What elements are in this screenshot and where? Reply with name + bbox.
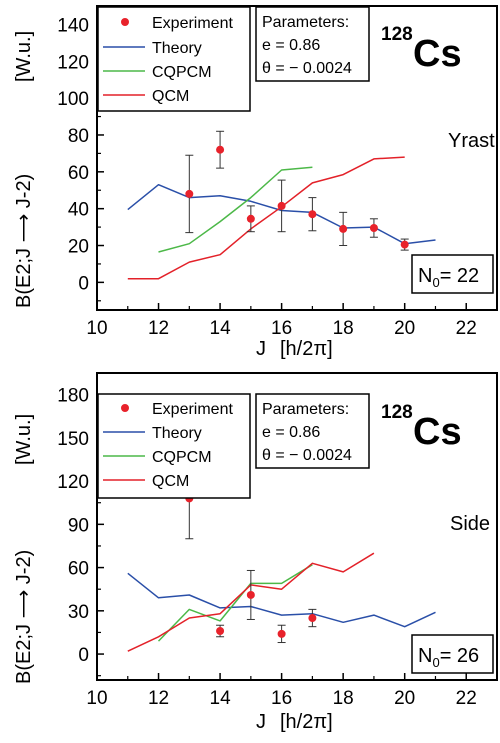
- legend-label-experiment: Experiment: [152, 401, 233, 418]
- x-tick-label: 14: [210, 318, 232, 339]
- legend: Experiment Theory CQPCM QCM: [97, 393, 251, 499]
- series-line-cqpcm: [158, 166, 313, 253]
- legend-label-experiment: Experiment: [152, 15, 233, 32]
- parameters-theta: θ = − 0.0024: [262, 447, 352, 464]
- experiment-point: [216, 145, 225, 154]
- y-tick-label: 60: [68, 163, 89, 184]
- x-tick-label: 18: [333, 318, 354, 339]
- y-tick-label: 120: [57, 472, 89, 493]
- experiment-point: [277, 201, 286, 210]
- parameters-title: Parameters:: [262, 401, 349, 418]
- y-tick-label: 120: [57, 52, 89, 73]
- chart-panel-side: 10 12 14 16 18 20 22 0 30 60 90 120 150 180 Experimen…: [13, 372, 498, 733]
- legend-marker-experiment: [121, 404, 129, 412]
- plot-frame: [96, 5, 498, 311]
- legend-label-qcm: QCM: [152, 88, 189, 105]
- y-tick-label: 30: [68, 602, 89, 623]
- legend: Experiment Theory CQPCM QCM: [97, 6, 251, 112]
- y-tick-label: 140: [57, 15, 89, 36]
- legend-marker-experiment: [121, 18, 129, 26]
- y-tick-label: 0: [78, 645, 89, 666]
- y-tick-label: 100: [57, 89, 89, 110]
- band-label: Side: [450, 513, 490, 535]
- x-tick-label: 14: [210, 688, 232, 709]
- x-tick-label: 22: [456, 318, 477, 339]
- band-label: Yrast: [448, 130, 495, 152]
- legend-label-theory: Theory: [152, 425, 202, 442]
- y-tick-label: 0: [78, 273, 89, 294]
- n0-box: N0= 22: [411, 254, 494, 294]
- legend-label-theory: Theory: [152, 40, 202, 57]
- parameters-box: Parameters: e = 0.86 θ = − 0.0024: [255, 393, 370, 469]
- x-tick-label: 16: [271, 688, 292, 709]
- experiment-point: [246, 590, 255, 599]
- experiment-point: [369, 224, 378, 233]
- legend-label-cqpcm: CQPCM: [152, 449, 212, 466]
- x-tick-label: 10: [86, 688, 107, 709]
- parameters-e: e = 0.86: [262, 424, 320, 441]
- parameters-box: Parameters: e = 0.86 θ = − 0.0024: [255, 6, 370, 82]
- y-tick-label: 150: [57, 429, 89, 450]
- parameters-title: Parameters:: [262, 14, 349, 31]
- y-axis-unit: [W.u.]: [13, 414, 35, 465]
- y-tick-label: 80: [68, 126, 89, 147]
- experiment-point: [400, 240, 409, 249]
- n0-box: N0= 26: [411, 634, 494, 674]
- n0-label: N0= 26: [418, 645, 479, 670]
- y-axis-label: B(E2;J ⟶ J-2): [13, 174, 35, 308]
- x-tick-label: 16: [271, 318, 292, 339]
- n0-frame: [411, 254, 494, 294]
- parameters-frame: [255, 393, 370, 469]
- x-tick-label: 10: [86, 318, 107, 339]
- series-line-cqpcm: [157, 564, 313, 642]
- n0-label: N0= 22: [418, 265, 479, 290]
- parameters-e: e = 0.86: [262, 37, 320, 54]
- nucleus-mass: 128: [381, 402, 413, 423]
- x-tick-label: 20: [394, 318, 415, 339]
- y-axis-label: B(E2;J ⟶ J-2): [13, 550, 35, 684]
- experiment-point: [246, 214, 255, 223]
- experiment-point: [339, 224, 348, 233]
- y-tick-label: 40: [68, 200, 89, 221]
- chart-panel-yrast: 10 12 14 16 18 20 22 0 20 40 60 80 100 120 140 Experim…: [13, 5, 498, 360]
- x-tick-label: 12: [148, 688, 169, 709]
- x-tick-label: 22: [456, 688, 477, 709]
- nucleus-symbol: Cs: [413, 411, 462, 453]
- legend-label-cqpcm: CQPCM: [152, 64, 212, 81]
- nucleus-symbol: Cs: [413, 33, 462, 75]
- experiment-point: [185, 189, 194, 198]
- x-axis-label: J [h/2π]: [256, 338, 333, 360]
- n0-frame: [411, 634, 494, 674]
- y-axis-unit: [W.u.]: [13, 31, 35, 82]
- parameters-theta: θ = − 0.0024: [262, 60, 352, 77]
- y-tick-label: 90: [68, 515, 89, 536]
- experiment-point: [308, 210, 317, 219]
- series-line-theory: [127, 572, 436, 628]
- plot-frame: [96, 372, 498, 681]
- x-tick-label: 12: [148, 318, 169, 339]
- y-tick-label: 180: [57, 386, 89, 407]
- parameters-frame: [255, 6, 370, 82]
- y-tick-label: 60: [68, 559, 89, 580]
- y-tick-label: 20: [68, 237, 89, 258]
- legend-label-qcm: QCM: [152, 473, 189, 490]
- x-axis-label: J [h/2π]: [256, 711, 333, 733]
- x-tick-label: 18: [333, 688, 354, 709]
- nucleus-mass: 128: [381, 24, 413, 45]
- series-line-qcm: [127, 156, 405, 280]
- experiment-point: [277, 629, 286, 638]
- experiment-point: [308, 614, 317, 623]
- x-tick-label: 20: [394, 688, 415, 709]
- experiment-point: [216, 626, 225, 635]
